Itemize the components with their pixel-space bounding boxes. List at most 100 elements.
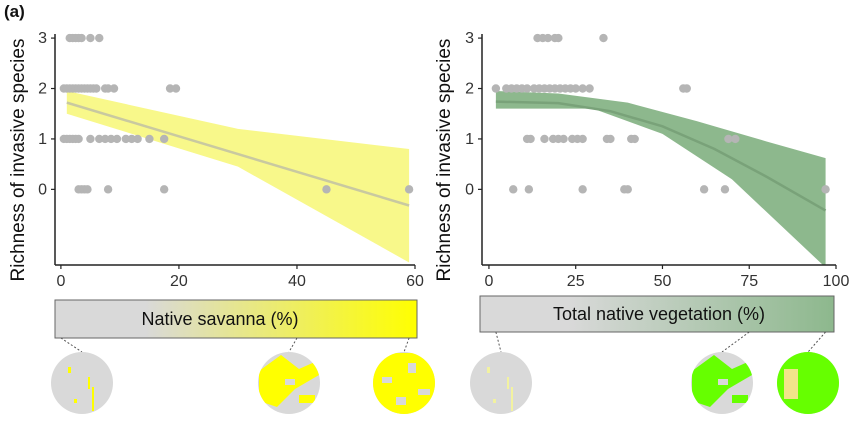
x-tick-label: 100 <box>823 273 850 290</box>
habitat-patch <box>299 395 315 403</box>
inset-patches <box>487 367 513 411</box>
x-tick-label: 20 <box>170 273 188 290</box>
habitat-patch <box>92 387 94 411</box>
inset-leader-line <box>60 337 83 353</box>
data-point <box>543 33 553 43</box>
x-tick-label: 40 <box>288 273 306 290</box>
x-axis-gradient-bar <box>54 299 418 339</box>
x-tick-label: 0 <box>484 273 493 290</box>
habitat-patch <box>732 395 748 403</box>
habitat-patch <box>511 387 513 411</box>
y-tick-label: 3 <box>465 30 474 47</box>
data-point <box>522 84 532 93</box>
data-point <box>585 84 594 93</box>
chart-panel-1: 0 1 2 3 0 25 50 75 100 Richness of invasive speci… <box>434 30 849 414</box>
data-point <box>322 185 331 194</box>
habitat-patch <box>507 377 509 389</box>
inset-leader-line <box>807 331 826 353</box>
data-point <box>720 185 730 194</box>
y-tick-label: 0 <box>38 181 47 198</box>
habitat-patch <box>373 353 435 414</box>
grassland-patch <box>784 369 798 399</box>
confidence-band <box>495 91 826 265</box>
data-point <box>159 134 169 144</box>
y-tick-label: 2 <box>465 81 474 98</box>
fit-line <box>495 100 827 212</box>
fit-line <box>66 101 410 207</box>
data-point <box>731 134 740 144</box>
data-point <box>95 134 104 144</box>
data-point <box>145 134 154 144</box>
data-point <box>86 134 95 144</box>
habitat-patch <box>487 367 490 373</box>
panel-label: (a) <box>4 2 25 21</box>
gap-patch <box>396 397 406 405</box>
y-axis-label: Richness of invasive species <box>434 39 455 282</box>
data-point <box>821 185 830 194</box>
data-point <box>92 84 101 93</box>
inset-leader-line <box>288 337 298 353</box>
data-point <box>86 33 95 43</box>
data-point <box>95 33 104 43</box>
inset-patches <box>259 355 319 407</box>
data-point <box>74 134 83 144</box>
data-point <box>578 185 587 194</box>
data-point <box>526 134 535 144</box>
chart-panel-0: 0 1 2 3 0 20 40 60 Richness of invasive species N… <box>8 30 435 414</box>
data-point <box>630 134 639 144</box>
inset-patches <box>777 352 839 414</box>
data-point <box>491 84 501 93</box>
x-tick-label: 60 <box>406 273 424 290</box>
landscape-inset-circle <box>470 352 532 414</box>
x-tick-label: 75 <box>740 273 758 290</box>
y-tick-label: 1 <box>38 131 47 148</box>
y-axis-label: Richness of invasive species <box>8 39 29 282</box>
data-point <box>578 84 587 93</box>
habitat-patch <box>74 399 77 403</box>
y-tick-label: 3 <box>38 30 47 47</box>
data-point <box>571 84 580 93</box>
x-tick-label: 50 <box>654 273 672 290</box>
habitat-patch <box>68 367 71 373</box>
habitat-patch <box>493 399 496 403</box>
data-point <box>699 185 709 194</box>
data-point <box>121 134 131 144</box>
habitat-patch <box>88 377 90 389</box>
x-axis-gradient-bar <box>479 295 835 333</box>
gap-patch <box>408 363 416 373</box>
x-axis-label: Total native vegetation (%) <box>553 304 765 324</box>
data-point <box>404 185 414 194</box>
gap-patch <box>718 379 728 385</box>
data-point <box>159 185 169 194</box>
x-tick-label: 25 <box>567 273 585 290</box>
inset-leader-line <box>721 331 750 353</box>
gap-patch <box>382 377 392 383</box>
data-point <box>606 134 615 144</box>
y-tick-label: 1 <box>465 131 474 148</box>
data-point <box>83 185 92 194</box>
data-point <box>599 33 608 43</box>
inset-patches <box>373 353 435 414</box>
y-tick-label: 2 <box>38 81 47 98</box>
data-point <box>77 33 86 43</box>
data-point <box>112 134 122 144</box>
data-point <box>109 84 119 93</box>
inset-leader-line <box>495 331 502 353</box>
data-point <box>100 134 110 144</box>
data-point <box>103 84 113 93</box>
confidence-band <box>66 91 410 263</box>
x-axis-label: Native savanna (%) <box>141 309 298 329</box>
data-point <box>554 33 563 43</box>
inset-patches <box>692 355 752 407</box>
gap-patch <box>418 389 430 395</box>
data-point <box>724 134 733 144</box>
inset-patches <box>68 367 94 411</box>
data-point <box>127 134 136 144</box>
gap-patch <box>285 379 295 385</box>
data-point <box>171 84 181 93</box>
data-point <box>509 185 518 194</box>
data-point <box>133 134 142 144</box>
data-point <box>165 84 175 93</box>
data-point <box>540 134 549 144</box>
